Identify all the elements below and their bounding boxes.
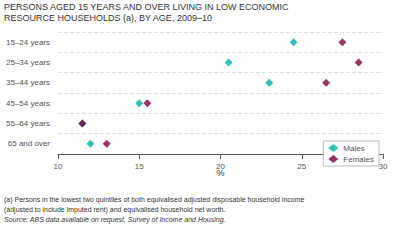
svg-text:45–54 years: 45–54 years	[6, 99, 50, 108]
svg-text:15: 15	[135, 162, 144, 171]
svg-text:PERSONS AGED 15 YEARS AND OVER: PERSONS AGED 15 YEARS AND OVER LIVING IN…	[4, 2, 289, 12]
svg-text:55–64 years: 55–64 years	[6, 119, 50, 128]
svg-text:35–44 years: 35–44 years	[6, 78, 50, 87]
svg-text:25–34 years: 25–34 years	[6, 58, 50, 67]
svg-text:65 and over: 65 and over	[8, 139, 51, 148]
svg-text:RESOURCE HOUSEHOLDS (a), BY AG: RESOURCE HOUSEHOLDS (a), BY AGE, 2009–10	[4, 13, 212, 23]
svg-text:10: 10	[54, 162, 63, 171]
svg-text:Source: ABS data available on: Source: ABS data available on request, S…	[4, 216, 226, 224]
svg-text:Males: Males	[343, 144, 364, 153]
svg-text:(adjusted to include imputed r: (adjusted to include imputed rent) and e…	[4, 206, 225, 214]
svg-text:15–24 years: 15–24 years	[6, 38, 50, 47]
svg-text:30: 30	[379, 162, 388, 171]
svg-text:(a) Persons in the lowest two: (a) Persons in the lowest two quintiles …	[4, 196, 305, 204]
svg-text:Females: Females	[343, 155, 374, 164]
svg-text:20: 20	[216, 162, 225, 171]
svg-text:25: 25	[297, 162, 306, 171]
